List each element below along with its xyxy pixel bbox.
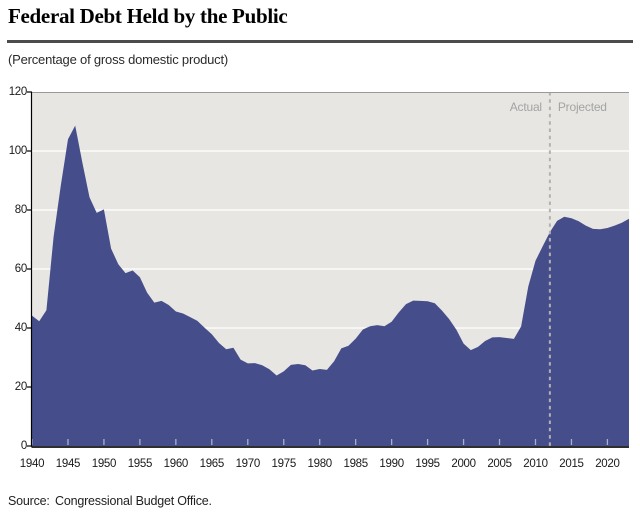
x-tick-label-2010: 2010 [523, 458, 548, 470]
x-tick-label-2020: 2020 [595, 458, 620, 470]
page-title: Federal Debt Held by the Public [8, 4, 288, 28]
source-text: Congressional Budget Office. [55, 494, 212, 508]
x-tick-label-1995: 1995 [415, 458, 440, 470]
y-tick-label-120: 120 [8, 86, 28, 98]
x-tick-label-1990: 1990 [379, 458, 404, 470]
chart-subtitle: (Percentage of gross domestic product) [8, 52, 229, 67]
y-tick-label-40: 40 [14, 322, 28, 334]
x-tick-label-1980: 1980 [307, 458, 333, 470]
y-tick-label-100: 100 [8, 145, 28, 157]
y-tick-label-20: 20 [14, 381, 28, 393]
x-tick-label-1975: 1975 [271, 458, 297, 470]
x-tick-label-1960: 1960 [163, 458, 189, 470]
x-tick-label-1965: 1965 [199, 458, 225, 470]
y-tick-label-0: 0 [20, 440, 27, 452]
x-tick-label-1970: 1970 [235, 458, 261, 470]
x-tick-label-1955: 1955 [127, 458, 153, 470]
x-tick-label-1940: 1940 [19, 458, 45, 470]
x-tick-label-2005: 2005 [487, 458, 512, 470]
debt-area-series [32, 125, 629, 446]
y-tick-label-80: 80 [14, 204, 28, 216]
x-tick-label-2000: 2000 [451, 458, 476, 470]
source-row: Source: Congressional Budget Office. [0, 494, 640, 512]
x-tick-label-2015: 2015 [559, 458, 584, 470]
actual-label: Actual [509, 100, 542, 114]
x-tick-label-1945: 1945 [55, 458, 81, 470]
x-tick-label-1985: 1985 [343, 458, 368, 470]
y-tick-label-60: 60 [14, 263, 28, 275]
source-label: Source: [8, 494, 50, 508]
x-tick-label-1950: 1950 [91, 458, 117, 470]
projected-label: Projected [557, 100, 607, 114]
title-divider-rule [7, 40, 633, 43]
